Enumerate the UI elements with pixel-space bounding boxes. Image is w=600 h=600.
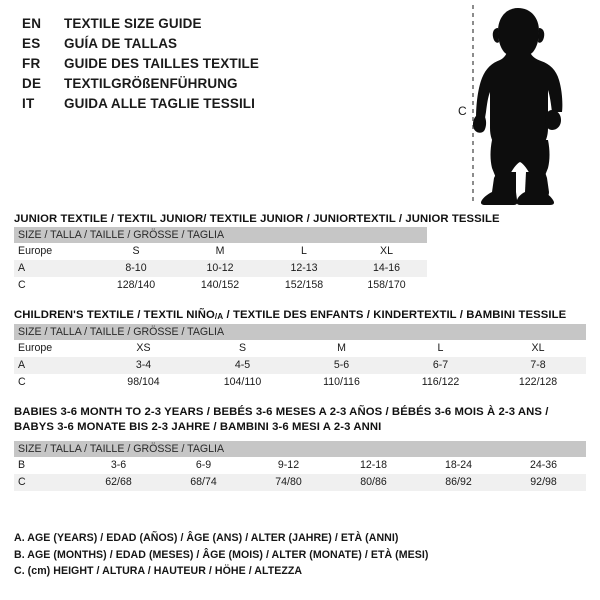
footnote-b: B. AGE (MONTHS) / EDAD (MESES) / ÂGE (MO… bbox=[14, 548, 429, 561]
row-label: A bbox=[14, 260, 94, 277]
cell: S bbox=[193, 340, 292, 358]
table-row: C 98/104 104/110 110/116 116/122 122/128 bbox=[14, 374, 587, 392]
table-row: B 3-6 6-9 9-12 12-18 18-24 24-36 bbox=[14, 457, 587, 475]
row-label: B bbox=[14, 457, 76, 475]
cell: 12-18 bbox=[331, 457, 416, 475]
cell: 80/86 bbox=[331, 474, 416, 492]
legend-footnotes: A. AGE (YEARS) / EDAD (AÑOS) / ÂGE (ANS)… bbox=[14, 530, 574, 580]
row-label: C bbox=[14, 277, 94, 294]
language-title: TEXTILE SIZE GUIDE bbox=[64, 16, 202, 31]
cell: M bbox=[292, 340, 391, 358]
toddler-silhouette-icon bbox=[472, 5, 563, 205]
cell: 122/128 bbox=[490, 374, 587, 392]
cell: 8-10 bbox=[94, 260, 178, 277]
cell: XS bbox=[94, 340, 193, 358]
section-title-part1: CHILDREN'S TEXTILE / TEXTIL NIÑO bbox=[14, 309, 215, 321]
cell: 68/74 bbox=[161, 474, 246, 492]
cell: 62/68 bbox=[76, 474, 161, 492]
cell: 24-36 bbox=[501, 457, 587, 475]
section-title-subscript: /A bbox=[214, 312, 224, 322]
babies-size-table: SIZE / TALLA / TAILLE / GRÖSSE / TAGLIA … bbox=[14, 441, 587, 492]
cell: 116/122 bbox=[391, 374, 490, 392]
cell: 9-12 bbox=[246, 457, 331, 475]
band-label: SIZE / TALLA / TAILLE / GRÖSSE / TAGLIA bbox=[14, 441, 587, 458]
language-code: EN bbox=[22, 16, 42, 31]
section-junior: JUNIOR TEXTILE / TEXTIL JUNIOR/ TEXTILE … bbox=[0, 212, 600, 294]
height-measure-label: C bbox=[458, 104, 467, 118]
cell: L bbox=[262, 243, 346, 260]
row-label: A bbox=[14, 357, 94, 375]
cell: 128/140 bbox=[94, 277, 178, 294]
language-title: GUÍA DE TALLAS bbox=[64, 36, 178, 51]
row-label: Europe bbox=[14, 340, 94, 358]
language-title: GUIDE DES TAILLES TEXTILE bbox=[64, 56, 260, 71]
table-band-row: SIZE / TALLA / TAILLE / GRÖSSE / TAGLIA bbox=[14, 441, 587, 458]
section-title-part2: / TEXTILE DES ENFANTS / KINDERTEXTIL / B… bbox=[223, 309, 567, 321]
cell: XL bbox=[346, 243, 427, 260]
language-title: GUIDA ALLE TAGLIE TESSILI bbox=[64, 96, 255, 111]
cell: S bbox=[94, 243, 178, 260]
cell: 10-12 bbox=[178, 260, 262, 277]
cell: 6-7 bbox=[391, 357, 490, 375]
table-row: Europe S M L XL bbox=[14, 243, 427, 260]
language-row-de: DE TEXTILGRÖßENFÜHRUNG bbox=[22, 74, 422, 94]
table-row: A 3-4 4-5 5-6 6-7 7-8 bbox=[14, 357, 587, 375]
table-row: C 62/68 68/74 74/80 80/86 86/92 92/98 bbox=[14, 474, 587, 492]
cell: 3-6 bbox=[76, 457, 161, 475]
cell: 140/152 bbox=[178, 277, 262, 294]
size-tables-container: JUNIOR TEXTILE / TEXTIL JUNIOR/ TEXTILE … bbox=[0, 212, 600, 492]
cell: 152/158 bbox=[262, 277, 346, 294]
cell: 74/80 bbox=[246, 474, 331, 492]
cell: 86/92 bbox=[416, 474, 501, 492]
row-label: Europe bbox=[14, 243, 94, 260]
cell: 98/104 bbox=[94, 374, 193, 392]
junior-size-table: SIZE / TALLA / TAILLE / GRÖSSE / TAGLIA … bbox=[14, 227, 427, 294]
language-code: FR bbox=[22, 56, 41, 71]
language-row-es: ES GUÍA DE TALLAS bbox=[22, 34, 422, 54]
footnote-a: A. AGE (YEARS) / EDAD (AÑOS) / ÂGE (ANS)… bbox=[14, 532, 399, 544]
row-label: C bbox=[14, 374, 94, 392]
table-row: A 8-10 10-12 12-13 14-16 bbox=[14, 260, 427, 277]
section-title-babies-line2: BABYS 3-6 MONATE BIS 2-3 JAHRE / BAMBINI… bbox=[14, 421, 382, 434]
cell: 5-6 bbox=[292, 357, 391, 375]
cell: L bbox=[391, 340, 490, 358]
section-babies: BABIES 3-6 MONTH TO 2-3 YEARS / BEBÉS 3-… bbox=[0, 405, 600, 492]
children-size-table: SIZE / TALLA / TAILLE / GRÖSSE / TAGLIA … bbox=[14, 324, 587, 392]
cell: 7-8 bbox=[490, 357, 587, 375]
height-measurement-figure: C bbox=[440, 0, 600, 210]
cell: 12-13 bbox=[262, 260, 346, 277]
language-title-block: EN TEXTILE SIZE GUIDE ES GUÍA DE TALLAS … bbox=[22, 14, 422, 114]
section-title-junior: JUNIOR TEXTILE / TEXTIL JUNIOR/ TEXTILE … bbox=[14, 213, 500, 225]
cell: 3-4 bbox=[94, 357, 193, 375]
section-title-babies-line1: BABIES 3-6 MONTH TO 2-3 YEARS / BEBÉS 3-… bbox=[14, 406, 549, 419]
toddler-body bbox=[472, 8, 563, 205]
cell: 110/116 bbox=[292, 374, 391, 392]
table-row: C 128/140 140/152 152/158 158/170 bbox=[14, 277, 427, 294]
cell: XL bbox=[490, 340, 587, 358]
cell: 14-16 bbox=[346, 260, 427, 277]
section-title-children: CHILDREN'S TEXTILE / TEXTIL NIÑO/A / TEX… bbox=[0, 308, 600, 324]
cell: 6-9 bbox=[161, 457, 246, 475]
language-row-it: IT GUIDA ALLE TAGLIE TESSILI bbox=[22, 94, 422, 114]
language-row-en: EN TEXTILE SIZE GUIDE bbox=[22, 14, 422, 34]
table-row: Europe XS S M L XL bbox=[14, 340, 587, 358]
cell: 92/98 bbox=[501, 474, 587, 492]
footnote-c: C. (cm) HEIGHT / ALTURA / HAUTEUR / HÖHE… bbox=[14, 565, 303, 577]
language-code: IT bbox=[22, 96, 35, 111]
row-label: C bbox=[14, 474, 76, 492]
language-title: TEXTILGRÖßENFÜHRUNG bbox=[64, 76, 238, 91]
cell: 4-5 bbox=[193, 357, 292, 375]
language-row-fr: FR GUIDE DES TAILLES TEXTILE bbox=[22, 54, 422, 74]
cell: 104/110 bbox=[193, 374, 292, 392]
band-label: SIZE / TALLA / TAILLE / GRÖSSE / TAGLIA bbox=[14, 227, 427, 243]
cell: 18-24 bbox=[416, 457, 501, 475]
cell: 158/170 bbox=[346, 277, 427, 294]
cell: M bbox=[178, 243, 262, 260]
table-band-row: SIZE / TALLA / TAILLE / GRÖSSE / TAGLIA bbox=[14, 324, 587, 341]
table-band-row: SIZE / TALLA / TAILLE / GRÖSSE / TAGLIA bbox=[14, 227, 427, 243]
section-children: CHILDREN'S TEXTILE / TEXTIL NIÑO/A / TEX… bbox=[0, 308, 600, 392]
language-code: ES bbox=[22, 36, 41, 51]
band-label: SIZE / TALLA / TAILLE / GRÖSSE / TAGLIA bbox=[14, 324, 587, 341]
language-code: DE bbox=[22, 76, 42, 91]
